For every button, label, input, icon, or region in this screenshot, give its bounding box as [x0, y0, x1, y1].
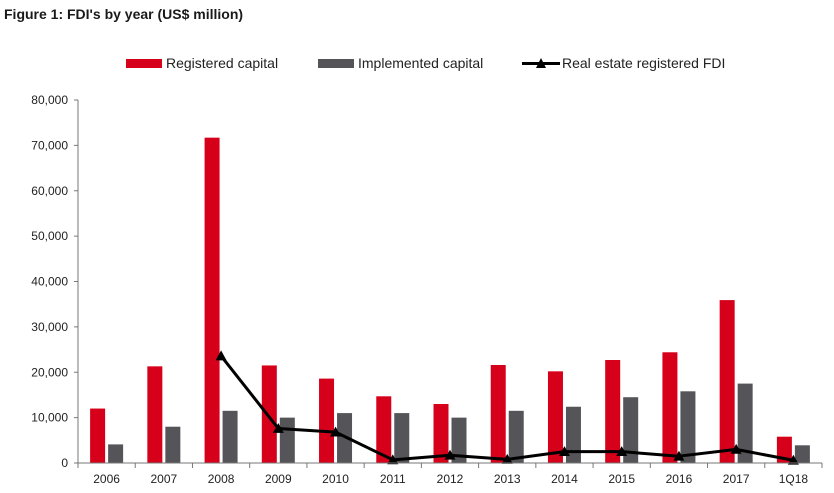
legend-item-implemented: Implemented capital	[318, 55, 483, 71]
chart-legend: Registered capital Implemented capital R…	[0, 55, 834, 75]
marker-real-estate-fdi	[272, 423, 284, 433]
y-tick-label: 80,000	[31, 93, 68, 107]
bar-registered-capital	[433, 404, 449, 463]
bar-implemented-capital	[680, 391, 696, 463]
y-tick-label: 40,000	[31, 275, 68, 289]
marker-real-estate-fdi	[330, 426, 342, 437]
x-tick-label: 2011	[380, 472, 406, 486]
x-tick-label: 2016	[666, 472, 693, 486]
y-tick-label: 30,000	[31, 320, 68, 334]
legend-item-real-estate: Real estate registered FDI	[522, 55, 725, 71]
x-tick-label: 1Q18	[779, 472, 809, 486]
marker-real-estate-fdi	[444, 449, 456, 460]
x-tick-label: 2010	[322, 472, 349, 486]
figure-title: Figure 1: FDI's by year (US$ million)	[4, 6, 244, 22]
legend-label-implemented: Implemented capital	[358, 55, 484, 71]
y-tick-label: 0	[61, 456, 68, 470]
bar-registered-capital	[662, 352, 678, 463]
y-tick-label: 60,000	[31, 184, 68, 198]
legend-swatch-implemented	[318, 58, 354, 68]
bar-registered-capital	[719, 300, 735, 463]
bar-registered-capital	[490, 364, 506, 463]
bar-implemented-capital	[108, 444, 124, 463]
x-tick-label: 2015	[608, 472, 635, 486]
bar-registered-capital	[90, 408, 106, 463]
bar-implemented-capital	[165, 426, 181, 463]
line-real-estate-fdi	[219, 354, 794, 462]
x-tick-label: 2017	[723, 472, 750, 486]
marker-real-estate-fdi	[558, 446, 570, 457]
bar-registered-capital	[204, 137, 220, 463]
bar-registered-capital	[376, 396, 392, 463]
legend-swatch-registered	[126, 58, 162, 68]
marker-real-estate-fdi	[387, 454, 399, 465]
marker-real-estate-fdi	[616, 446, 628, 457]
legend-item-registered: Registered capital	[126, 55, 278, 71]
bar-implemented-capital	[565, 406, 581, 463]
bar-implemented-capital	[394, 413, 410, 463]
x-tick-label: 2007	[150, 472, 177, 486]
legend-label-real-estate: Real estate registered FDI	[562, 55, 726, 71]
bar-implemented-capital	[623, 397, 639, 463]
marker-real-estate-fdi	[501, 453, 513, 464]
bar-registered-capital	[261, 365, 277, 463]
bar-registered-capital	[147, 366, 163, 463]
marker-real-estate-fdi	[215, 350, 227, 361]
bar-implemented-capital	[279, 417, 295, 463]
marker-real-estate-fdi	[730, 443, 742, 454]
y-tick-label: 50,000	[31, 229, 68, 243]
x-tick-label: 2008	[208, 472, 235, 486]
marker-real-estate-fdi	[787, 454, 799, 465]
x-tick-label: 2009	[265, 472, 292, 486]
y-tick-label: 70,000	[31, 138, 68, 152]
bar-implemented-capital	[451, 417, 467, 463]
bar-registered-capital	[319, 378, 335, 463]
bar-implemented-capital	[508, 410, 524, 463]
x-tick-label: 2014	[551, 472, 578, 486]
bar-registered-capital	[605, 359, 621, 463]
bar-implemented-capital	[737, 383, 753, 463]
bar-implemented-capital	[794, 445, 810, 463]
marker-real-estate-fdi	[673, 450, 685, 461]
bar-implemented-capital	[222, 410, 238, 463]
y-tick-label: 20,000	[31, 365, 68, 379]
y-tick-label: 10,000	[31, 411, 68, 425]
x-tick-label: 2006	[93, 472, 120, 486]
legend-label-registered: Registered capital	[166, 55, 279, 71]
bar-registered-capital	[547, 371, 563, 463]
x-tick-label: 2012	[437, 472, 464, 486]
legend-line-real-estate	[522, 58, 560, 68]
x-tick-label: 2013	[494, 472, 521, 486]
